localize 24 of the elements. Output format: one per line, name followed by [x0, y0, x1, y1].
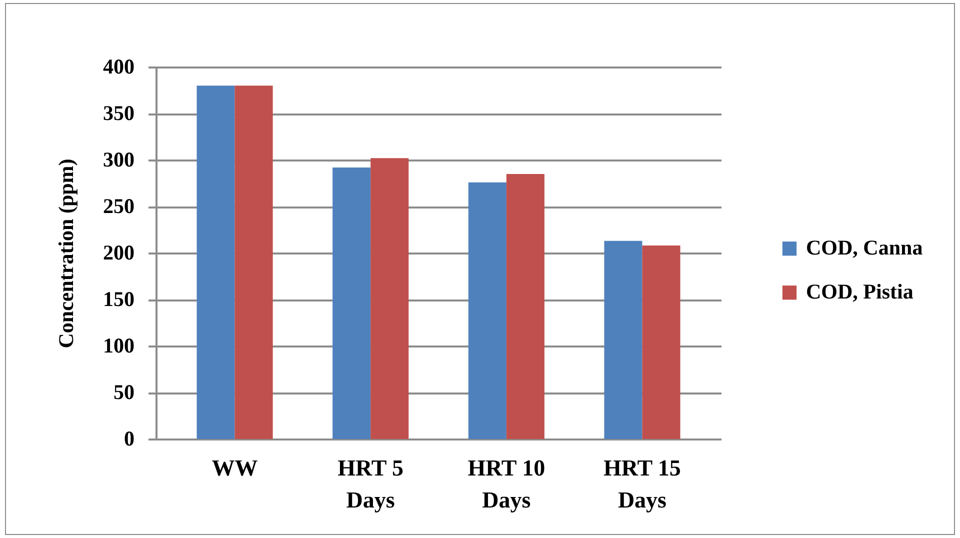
legend-label: COD, Pistia — [806, 280, 914, 304]
y-tick-label: 350 — [103, 101, 134, 125]
y-tick-label: 200 — [103, 240, 134, 264]
y-tick-label: 0 — [124, 426, 134, 450]
y-tick-label: 400 — [103, 54, 134, 78]
x-tick-label: HRT 15 Days — [604, 456, 681, 512]
bar — [642, 246, 680, 439]
y-tick-label: 100 — [103, 334, 134, 358]
x-tick-label: HRT 5 Days — [338, 456, 404, 512]
bar — [234, 86, 273, 439]
x-tick-label: HRT 10 Days — [468, 456, 546, 512]
y-tick-label: 150 — [103, 287, 134, 311]
bar — [506, 174, 544, 439]
bar — [468, 182, 506, 439]
y-tick-label: 250 — [103, 194, 134, 218]
y-axis-title: Concentration (ppm) — [54, 158, 78, 348]
bar — [332, 167, 371, 439]
bar — [370, 158, 409, 439]
bar — [196, 86, 235, 439]
x-tick-label: WW — [212, 456, 258, 480]
legend-label: COD, Canna — [806, 236, 924, 260]
y-tick-label: 300 — [103, 148, 134, 172]
bar — [604, 240, 642, 439]
y-tick-label: 50 — [114, 380, 134, 404]
